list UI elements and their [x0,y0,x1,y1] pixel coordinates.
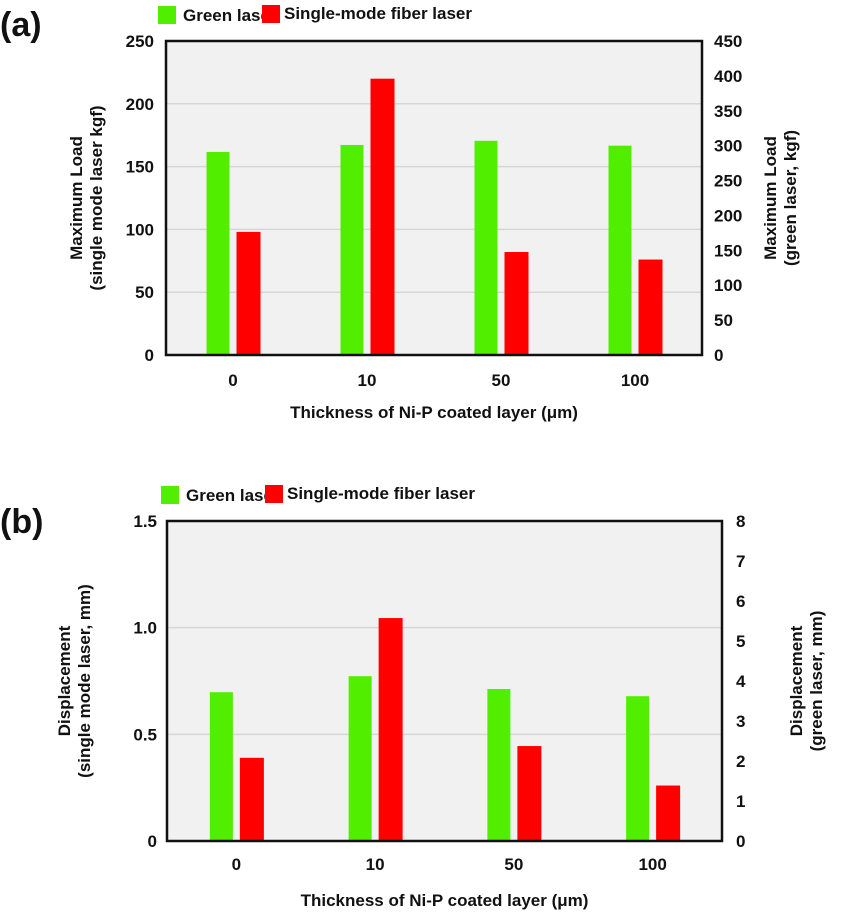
y-tick-right-label: 7 [736,552,745,571]
y-axis-title-left-line2: (single mode laser kgf) [87,105,106,290]
y-tick-right-label: 50 [714,311,733,330]
legend-label-single-mode-fiber-laser: Single-mode fiber laser [287,484,475,503]
x-axis-title: Thickness of Ni-P coated layer (μm) [301,891,589,910]
legend-label-single-mode-fiber-laser: Single-mode fiber laser [284,4,472,23]
y-tick-right-label: 8 [736,512,745,531]
y-tick-right-label: 250 [714,172,742,191]
legend-label-green-laser: Green laser [186,486,280,505]
panel-label: (b) [0,503,43,541]
bar-single-mode-fiber-laser-0 [239,757,264,841]
y-tick-left-label: 100 [126,220,154,239]
x-tick-label: 0 [228,371,237,390]
legend-swatch-single-mode-fiber-laser [265,485,283,503]
y-axis-title-right-line1: Maximum Load [761,136,780,260]
x-axis-title: Thickness of Ni-P coated layer (μm) [290,403,578,422]
y-tick-right-label: 150 [714,241,742,260]
legend-swatch-green-laser [158,6,176,24]
y-tick-right-label: 100 [714,276,742,295]
bar-single-mode-fiber-laser-100 [638,259,663,355]
y-tick-left-label: 1.0 [133,619,157,638]
bar-green-laser-100 [608,145,632,355]
bar-single-mode-fiber-laser-100 [656,785,681,841]
y-axis-title-left: Maximum Load (single mode laser kgf) [67,105,106,290]
y-axis-title-right-line1: Displacement [787,625,806,736]
x-tick-label: 50 [492,371,511,390]
y-axis-title-left-line2: (single mode laser, mm) [75,584,94,778]
y-tick-right-label: 3 [736,712,745,731]
y-tick-left-label: 0.5 [133,725,157,744]
y-tick-right-label: 5 [736,632,745,651]
legend: Green laser Single-mode fiber laser [161,484,475,505]
y-tick-left-label: 50 [135,283,154,302]
x-tick-label: 50 [504,855,523,874]
x-tick-label: 10 [358,371,377,390]
x-tick-label: 0 [232,855,241,874]
y-axis-title-right: Displacement (green laser, mm) [787,611,826,752]
plot-frame [165,519,724,843]
y-axis-title-right: Maximum Load (green laser, kgf) [761,130,800,266]
y-tick-right-label: 400 [714,67,742,86]
x-tick-label: 10 [366,855,385,874]
y-tick-left-label: 250 [126,32,154,51]
legend-label-green-laser: Green laser [183,6,277,25]
x-tick-label: 100 [638,855,666,874]
y-tick-left-label: 200 [126,95,154,114]
bar-green-laser-100 [626,696,650,841]
bar-green-laser-10 [348,676,372,841]
legend: Green laser Single-mode fiber laser [158,4,472,25]
chart-panel-b: 0 0.5 1.0 1.5 0 1 2 3 4 5 6 7 8 0 10 50 100 Thickness of … [0,484,826,910]
y-axis-title-left-line1: Displacement [55,625,74,736]
y-tick-right-label: 350 [714,102,742,121]
y-tick-left-label: 150 [126,158,154,177]
bar-single-mode-fiber-laser-0 [236,231,261,355]
x-tick-label: 100 [621,371,649,390]
y-axis-title-right-line2: (green laser, kgf) [781,130,800,266]
y-tick-left-label: 0 [145,346,154,365]
y-tick-right-label: 0 [714,346,723,365]
y-tick-left-label: 0 [148,832,157,851]
panel-label: (a) [0,6,42,44]
y-tick-right-label: 450 [714,32,742,51]
y-axis-title-left: Displacement (single mode laser, mm) [55,584,94,778]
y-axis-title-right-line2: (green laser, mm) [807,611,826,752]
y-tick-right-label: 0 [736,832,745,851]
bar-green-laser-50 [474,140,498,355]
y-tick-right-label: 4 [736,672,746,691]
y-tick-right-label: 6 [736,592,745,611]
bar-green-laser-10 [340,144,364,355]
legend-swatch-green-laser [161,486,179,504]
plot-frame [164,39,704,357]
y-tick-right-label: 300 [714,137,742,156]
y-tick-left-label: 1.5 [133,512,157,531]
chart-panel-a: 0501001502002500501001502002503003504004… [0,4,800,422]
y-tick-right-label: 200 [714,206,742,225]
legend-swatch-single-mode-fiber-laser [262,5,280,23]
bar-green-laser-0 [209,692,233,841]
bar-green-laser-50 [487,689,511,841]
y-tick-right-label: 2 [736,752,745,771]
bar-single-mode-fiber-laser-50 [504,252,529,355]
bar-single-mode-fiber-laser-50 [517,746,542,841]
bar-single-mode-fiber-laser-10 [370,78,395,356]
bar-green-laser-0 [206,151,230,355]
bar-single-mode-fiber-laser-10 [378,618,403,841]
y-axis-title-left-line1: Maximum Load [67,136,86,260]
y-tick-right-label: 1 [736,792,745,811]
